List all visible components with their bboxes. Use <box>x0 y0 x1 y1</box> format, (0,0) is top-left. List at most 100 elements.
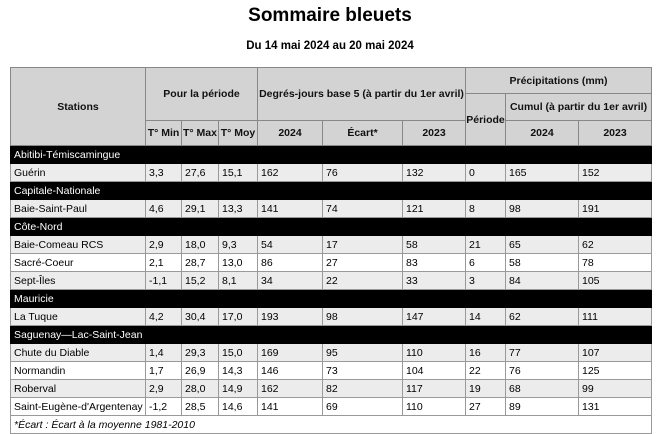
cell-value: 28,5 <box>181 397 219 416</box>
cell-value: 147 <box>402 307 466 326</box>
region-name: Capitale-Nationale <box>9 181 653 200</box>
header-dj-2024: 2024 <box>257 120 323 146</box>
cell-value: 33 <box>402 271 466 290</box>
header-ecart: Écart* <box>322 120 403 146</box>
cell-value: 99 <box>577 379 653 398</box>
header-cumul: Cumul (à partir du 1er avril) <box>504 93 653 121</box>
cell-value: 30,4 <box>181 307 219 326</box>
table-row: Guérin 3,3 27,6 15,1 162 76 132 0 165 152 <box>10 163 653 182</box>
cell-value: 9,3 <box>218 235 258 254</box>
cell-value: 73 <box>322 361 403 380</box>
header-cumul-2023: 2023 <box>577 120 653 146</box>
cell-value: 98 <box>322 307 403 326</box>
cell-value: 16 <box>465 343 506 362</box>
cell-value: 54 <box>257 235 323 254</box>
station-name: Guérin <box>10 163 146 182</box>
cell-value: 76 <box>322 163 403 182</box>
station-name: Baie-Comeau RCS <box>10 235 146 254</box>
cell-value: 132 <box>402 163 466 182</box>
cell-value: 27,6 <box>181 163 219 182</box>
region-name: Saguenay—Lac-Saint-Jean <box>9 325 653 344</box>
cell-value: 14,3 <box>218 361 258 380</box>
header-tmin: T° Min <box>145 120 182 146</box>
cell-value: 193 <box>257 307 323 326</box>
cell-value: 146 <box>257 361 323 380</box>
cell-value: 22 <box>465 361 506 380</box>
cell-value: 14,9 <box>218 379 258 398</box>
table-row: Saint-Eugène-d'Argentenay -1,2 28,5 14,6 141… <box>10 397 653 416</box>
cell-value: 2,9 <box>145 235 182 254</box>
cell-value: 82 <box>322 379 403 398</box>
cell-value: 6 <box>465 253 506 272</box>
header-tmax: T° Max <box>181 120 219 146</box>
cell-value: 18,0 <box>181 235 219 254</box>
cell-value: 3 <box>465 271 506 290</box>
header-stations: Stations <box>10 67 146 146</box>
cell-value: 19 <box>465 379 506 398</box>
cell-value: 83 <box>402 253 466 272</box>
station-name: Saint-Eugène-d'Argentenay <box>10 397 146 416</box>
cell-value: 14,6 <box>218 397 258 416</box>
header-precipitations: Précipitations (mm) <box>464 67 653 94</box>
cell-value: 152 <box>577 163 653 182</box>
header-cumul-2024: 2024 <box>505 120 579 146</box>
cell-value: 28,7 <box>181 253 219 272</box>
cell-value: 4,2 <box>145 307 182 326</box>
header-tmoy: T° Moy <box>218 120 258 146</box>
cell-value: 8,1 <box>218 271 258 290</box>
cell-value: 84 <box>505 271 579 290</box>
cell-value: 2,1 <box>145 253 182 272</box>
cell-value: 4,6 <box>145 199 182 218</box>
cell-value: 22 <box>322 271 403 290</box>
cell-value: 15,1 <box>218 163 258 182</box>
cell-value: 105 <box>577 271 653 290</box>
station-name: Sept-Îles <box>10 271 146 290</box>
cell-value: 29,3 <box>181 343 219 362</box>
cell-value: 169 <box>257 343 323 362</box>
cell-value: 162 <box>257 379 323 398</box>
cell-value: 89 <box>505 397 579 416</box>
cell-value: 76 <box>505 361 579 380</box>
page-subtitle: Du 14 mai 2024 au 20 mai 2024 <box>246 40 414 52</box>
cell-value: 21 <box>465 235 506 254</box>
table-row: Baie-Comeau RCS 2,9 18,0 9,3 54 17 58 21 65 62 <box>10 235 653 254</box>
station-name: Roberval <box>10 379 146 398</box>
header-degres-jours: Degrés-jours base 5 (à partir du 1er avr… <box>257 67 466 121</box>
region-row: Côte-Nord <box>9 217 653 236</box>
cell-value: 26,9 <box>181 361 219 380</box>
station-name: Baie-Saint-Paul <box>10 199 146 218</box>
cell-value: 17,0 <box>218 307 258 326</box>
table-row: Normandin 1,7 26,9 14,3 146 73 104 22 76 125 <box>10 361 653 380</box>
page-title: Sommaire bleuets <box>248 5 412 26</box>
cell-value: 121 <box>402 199 466 218</box>
cell-value: 8 <box>465 199 506 218</box>
region-name: Abitibi-Témiscamingue <box>9 145 653 164</box>
cell-value: 15,2 <box>181 271 219 290</box>
region-name: Côte-Nord <box>9 217 653 236</box>
cell-value: 17 <box>322 235 403 254</box>
cell-value: -1,1 <box>145 271 182 290</box>
station-name: Chute du Diable <box>10 343 146 362</box>
cell-value: 13,0 <box>218 253 258 272</box>
cell-value: 28,0 <box>181 379 219 398</box>
cell-value: 62 <box>577 235 653 254</box>
region-row: Mauricie <box>9 289 653 308</box>
summary-table: Stations Pour la période Degrés-jours ba… <box>9 67 653 434</box>
region-name: Mauricie <box>9 289 653 308</box>
cell-value: 58 <box>505 253 579 272</box>
cell-value: 117 <box>402 379 466 398</box>
footnote: *Écart : Écart à la moyenne 1981-2010 <box>9 415 653 434</box>
region-row: Saguenay—Lac-Saint-Jean <box>9 325 653 344</box>
cell-value: 86 <box>257 253 323 272</box>
cell-value: 77 <box>505 343 579 362</box>
cell-value: 27 <box>322 253 403 272</box>
cell-value: 0 <box>465 163 506 182</box>
cell-value: 2,9 <box>145 379 182 398</box>
station-name: Normandin <box>10 361 146 380</box>
cell-value: 191 <box>577 199 653 218</box>
station-name: La Tuque <box>10 307 146 326</box>
cell-value: 107 <box>577 343 653 362</box>
cell-value: 13,3 <box>218 199 258 218</box>
table-row: Baie-Saint-Paul 4,6 29,1 13,3 141 74 121 8 98 191 <box>10 199 653 218</box>
cell-value: 162 <box>257 163 323 182</box>
